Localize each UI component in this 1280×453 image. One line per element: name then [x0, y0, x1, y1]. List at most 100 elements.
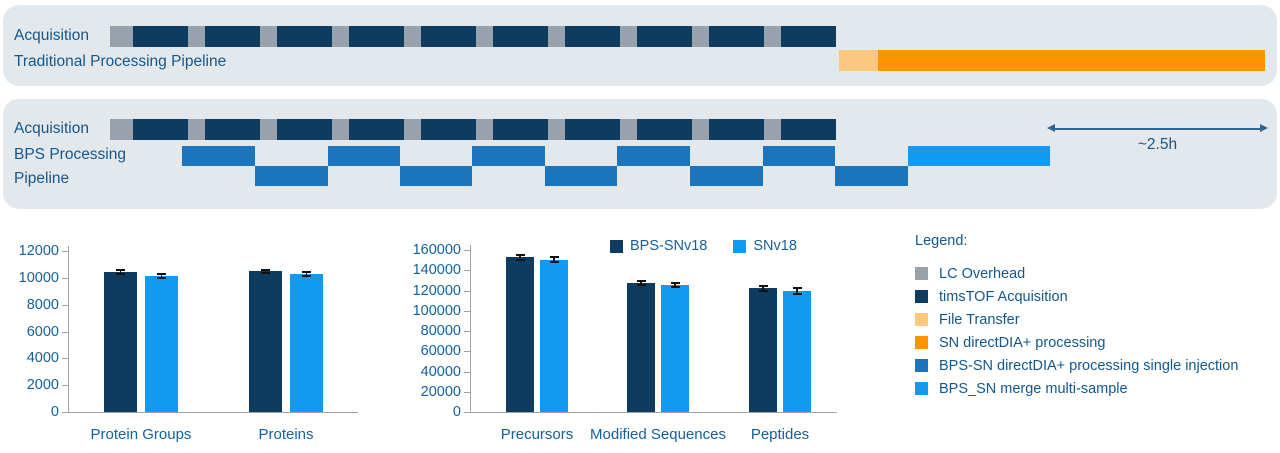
error-bar [553, 257, 555, 263]
legend-item-label: File Transfer [939, 311, 1020, 328]
error-cap-bottom [261, 271, 270, 274]
segment-lc-overhead [404, 119, 421, 140]
bar-bps-snv18 [104, 272, 137, 412]
bps-sn-merge-swatch [915, 382, 928, 395]
y-tick-label: 2000 [26, 377, 59, 394]
y-tick-label: 120000 [412, 282, 461, 299]
segment-timstof-acquisition [781, 26, 836, 47]
y-axis-line [470, 245, 471, 412]
y-tick-label: 80000 [420, 323, 461, 339]
y-tick-mark [464, 310, 470, 312]
segment-timstof-acquisition [277, 26, 332, 47]
legend-box: Legend: LC Overhead timsTOF Acquisition Fi… [915, 233, 1238, 400]
y-tick-label: 140000 [412, 262, 461, 279]
legend-item-label: SN directDIA+ processing [939, 334, 1106, 351]
segment-lc-overhead [404, 26, 421, 47]
segment-timstof-acquisition [781, 119, 836, 140]
segment-timstof-acquisition [637, 26, 692, 47]
legend-item: File Transfer [915, 308, 1238, 331]
error-bar [762, 286, 764, 291]
segment-timstof-acquisition [133, 26, 188, 47]
error-bar [796, 288, 798, 294]
y-tick-mark [62, 251, 68, 252]
duration-arrow-line [1053, 128, 1262, 130]
error-cap-top [549, 256, 559, 259]
bar-snv18 [540, 259, 568, 412]
y-tick-mark [464, 270, 470, 272]
segment-lc-overhead [260, 26, 277, 47]
segment-lc-overhead [548, 26, 565, 47]
segment-timstof-acquisition [493, 26, 548, 47]
segment-bps-sn-single-injection-7 [617, 146, 690, 166]
y-tick-mark [464, 371, 470, 373]
chart-legend-item: BPS-SNv18 [610, 238, 707, 254]
y-tick-label: 12000 [18, 243, 59, 259]
precursor-counts-chart: 0 20000 40000 60000 80000 100000 120000 140000 1… [400, 238, 880, 453]
segment-timstof-acquisition [349, 119, 404, 140]
legend-item: timsTOF Acquisition [915, 285, 1238, 308]
sn-directdia-processing-swatch [915, 336, 928, 349]
chart-legend-item: SNv18 [733, 238, 797, 254]
bar-bps-snv18 [506, 257, 534, 412]
segment-lc-overhead [260, 119, 277, 140]
panel2-bps-label-line1: BPS Processing [14, 146, 126, 163]
error-cap-top [670, 282, 680, 285]
x-category-label: Proteins [258, 426, 314, 443]
segment-timstof-acquisition [709, 26, 764, 47]
timstof-acquisition-swatch [915, 290, 928, 303]
legend-item-label: timsTOF Acquisition [939, 288, 1068, 305]
error-bar [674, 283, 676, 288]
segment-timstof-acquisition [421, 26, 476, 47]
panel2-acquisition-label: Acquisition [14, 120, 89, 137]
x-axis-line [470, 412, 837, 413]
bar-bps-snv18 [627, 283, 655, 412]
segment-lc-overhead [188, 119, 205, 140]
y-tick-label: 4000 [26, 350, 59, 367]
error-cap-bottom [792, 292, 802, 295]
error-cap-top [116, 269, 125, 272]
segment-bps-sn-single-injection-3 [328, 146, 400, 166]
error-cap-top [261, 268, 270, 271]
error-cap-bottom [670, 286, 680, 289]
x-category-label: Peptides [750, 426, 810, 443]
bar-snv18 [783, 291, 811, 412]
segment-bps-sn-merge-multi-sample [908, 146, 1050, 166]
error-cap-top [157, 272, 166, 275]
segment-lc-overhead [764, 119, 781, 140]
x-axis-line [68, 412, 358, 413]
error-cap-bottom [302, 274, 311, 277]
error-bar [160, 273, 163, 278]
chart-legend-label: SNv18 [753, 238, 797, 254]
segment-lc-overhead [692, 26, 709, 47]
y-tick-mark [464, 351, 470, 353]
segment-timstof-acquisition [709, 119, 764, 140]
segment-lc-overhead [110, 119, 133, 140]
y-tick-label: 40000 [420, 363, 461, 380]
segment-bps-sn-single-injection-6 [545, 166, 617, 186]
bar-bps-snv18 [749, 288, 777, 412]
y-tick-mark [464, 331, 470, 332]
arrow-right-head-icon [1260, 124, 1268, 132]
segment-timstof-acquisition [565, 26, 620, 47]
segment-timstof-acquisition [205, 26, 260, 47]
y-tick-mark [464, 250, 470, 251]
chart-legend: BPS-SNv18 SNv18 [610, 238, 797, 254]
segment-bps-sn-single-injection-8 [690, 166, 763, 186]
lc-overhead-swatch [915, 267, 928, 280]
error-cap-bottom [157, 276, 166, 279]
legend-item-label: BPS_SN merge multi-sample [939, 380, 1128, 397]
y-tick-mark [62, 331, 68, 333]
error-bar [264, 269, 267, 273]
segment-sn-directdia-processing [878, 50, 1265, 71]
legend-items: LC Overhead timsTOF Acquisition File Trans… [915, 262, 1238, 400]
snv18-swatch-icon [733, 239, 747, 253]
protein-counts-chart: 0 2000 4000 6000 8000 10000 12000 Protein Group… [8, 240, 378, 453]
segment-bps-sn-single-injection-4 [400, 166, 472, 186]
y-tick-mark [464, 391, 470, 393]
y-axis-line [68, 246, 69, 412]
x-category-label: Protein Groups [90, 426, 192, 443]
segment-lc-overhead [692, 119, 709, 140]
panel1-processing-label: Traditional Processing Pipeline [14, 53, 227, 70]
